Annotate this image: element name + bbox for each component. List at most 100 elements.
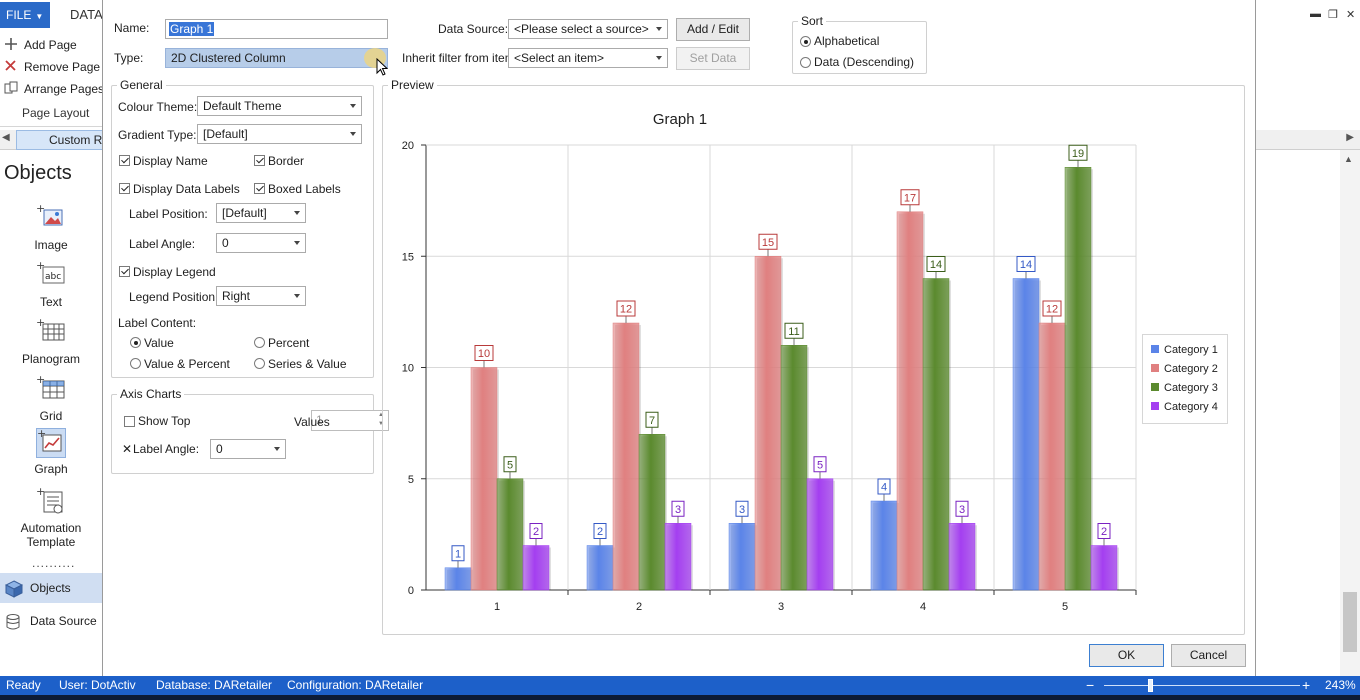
nav-data-source[interactable]: Data Source [0, 606, 102, 636]
sort-data-desc-radio[interactable] [800, 57, 811, 68]
data-label: 2 [1101, 526, 1107, 538]
legend-item: Category 2 [1151, 363, 1218, 375]
data-label-box [503, 456, 517, 473]
show-top-checkbox[interactable] [124, 416, 135, 427]
close-icon[interactable]: ✕ [1346, 9, 1356, 21]
bar [612, 322, 640, 591]
scrollbar-thumb[interactable] [1343, 592, 1357, 652]
sort-group-title: Sort [798, 14, 827, 28]
tab-scroll-left-icon[interactable]: ◀ [2, 132, 10, 143]
general-group-title: General [117, 78, 166, 92]
y-tick-label: 15 [402, 251, 414, 263]
object-image[interactable]: + Image [0, 202, 102, 252]
spinner-up-icon[interactable]: ▲ [378, 412, 384, 418]
label-content-series-value-radio[interactable] [254, 358, 265, 369]
display-name-checkbox[interactable] [119, 155, 130, 166]
status-database: Database: DARetailer [156, 678, 273, 692]
chevron-down-icon: ▼ [35, 12, 44, 21]
object-text[interactable]: + abc Text [0, 259, 102, 309]
minimize-icon[interactable]: ▬ [1310, 8, 1321, 20]
object-grid-label: Grid [39, 409, 63, 423]
data-label: 2 [597, 526, 603, 538]
spinner-down-icon[interactable]: ▼ [378, 421, 384, 427]
arrange-pages-icon [4, 81, 20, 95]
bar [586, 545, 614, 591]
show-top-spinner[interactable]: 1 ▲ ▼ [311, 410, 389, 431]
zoom-slider-track[interactable] [1104, 685, 1300, 686]
zoom-slider-thumb[interactable] [1148, 679, 1153, 692]
object-planogram[interactable]: + Planogram [0, 316, 102, 366]
zoom-in-button[interactable]: + [1302, 677, 1311, 693]
label-content-value-radio[interactable] [130, 337, 141, 348]
object-graph-label: Graph [34, 462, 68, 476]
x-tick-label: 4 [920, 601, 926, 613]
file-tab[interactable]: FILE ▼ [0, 2, 50, 28]
name-input[interactable]: Graph 1 [165, 19, 388, 39]
legend-label: Category 2 [1164, 363, 1218, 375]
bar [496, 478, 524, 591]
objects-cube-icon [4, 579, 24, 598]
file-tab-label: FILE [6, 8, 32, 22]
object-automation-template[interactable]: + Automation Template [0, 485, 102, 549]
vertical-scrollbar[interactable]: ▲ [1340, 150, 1360, 676]
add-edit-button[interactable]: Add / Edit [676, 18, 750, 41]
tab-scroll-right-icon[interactable]: ▶ [1346, 132, 1354, 143]
label-content-value-percent-label: Value & Percent [144, 357, 230, 371]
object-grid[interactable]: + Grid [0, 373, 102, 423]
cancel-button[interactable]: Cancel [1171, 644, 1246, 667]
chevron-down-icon [656, 27, 662, 31]
status-ready: Ready [6, 678, 41, 692]
bar [522, 545, 550, 591]
gradient-type-dropdown[interactable]: [Default] [197, 124, 362, 144]
status-bar: Ready User: DotActiv Database: DARetaile… [0, 676, 1360, 695]
x-label-angle-label: Label Angle: [133, 442, 200, 456]
arrange-pages-label: Arrange Pages [24, 82, 105, 96]
y-tick-label: 20 [402, 140, 414, 152]
set-data-button[interactable]: Set Data [676, 47, 750, 70]
legend-position-value: Right [222, 289, 251, 303]
data-tab[interactable]: DATA [70, 7, 103, 22]
data-label-box [1016, 256, 1036, 272]
zoom-out-button[interactable]: − [1086, 677, 1095, 693]
type-label: Type: [114, 51, 144, 65]
svg-text:+: + [36, 261, 45, 272]
label-content-value-percent-radio[interactable] [130, 358, 141, 369]
data-label-box [900, 189, 920, 206]
values-label: Values [294, 415, 330, 429]
nav-objects[interactable]: Objects [0, 573, 102, 603]
data-source-dropdown[interactable]: <Please select a source> [508, 19, 668, 39]
svg-text:+: + [36, 318, 45, 329]
legend-label: Category 4 [1164, 401, 1218, 413]
border-checkbox[interactable] [254, 155, 265, 166]
remove-page-button[interactable]: Remove Page [4, 57, 100, 77]
gradient-type-value: [Default] [203, 127, 248, 141]
y-tick-label: 10 [402, 363, 414, 375]
inherit-filter-dropdown[interactable]: <Select an item> [508, 48, 668, 68]
objects-panel-title: Objects [4, 162, 72, 184]
colour-theme-dropdown[interactable]: Default Theme [197, 96, 362, 116]
data-label-box [529, 523, 543, 539]
legend-position-dropdown[interactable]: Right [216, 286, 306, 306]
data-source-label: Data Source: [438, 22, 509, 36]
display-data-labels-checkbox[interactable] [119, 183, 130, 194]
label-angle-dropdown[interactable]: 0 [216, 233, 306, 253]
x-tick-label: 3 [778, 601, 784, 613]
axis-charts-group [111, 394, 374, 474]
ribbon-divider [0, 126, 102, 127]
type-dropdown[interactable]: 2D Clustered Column [165, 48, 388, 68]
object-graph[interactable]: + Graph [0, 427, 102, 476]
x-label-angle-dropdown[interactable]: 0 [210, 439, 286, 459]
more-objects-indicator[interactable]: .......... [32, 556, 76, 570]
chart-title: Graph 1 [652, 111, 708, 128]
document-tab[interactable]: Custom R [16, 130, 106, 150]
scroll-up-icon[interactable]: ▲ [1344, 154, 1353, 164]
arrange-pages-button[interactable]: Arrange Pages [4, 79, 104, 99]
ok-button[interactable]: OK [1089, 644, 1164, 667]
boxed-labels-checkbox[interactable] [254, 183, 265, 194]
label-content-percent-radio[interactable] [254, 337, 265, 348]
display-legend-checkbox[interactable] [119, 266, 130, 277]
add-page-button[interactable]: Add Page [4, 35, 77, 55]
sort-alphabetical-radio[interactable] [800, 36, 811, 47]
restore-icon[interactable]: ❐ [1328, 9, 1338, 21]
label-position-dropdown[interactable]: [Default] [216, 203, 306, 223]
